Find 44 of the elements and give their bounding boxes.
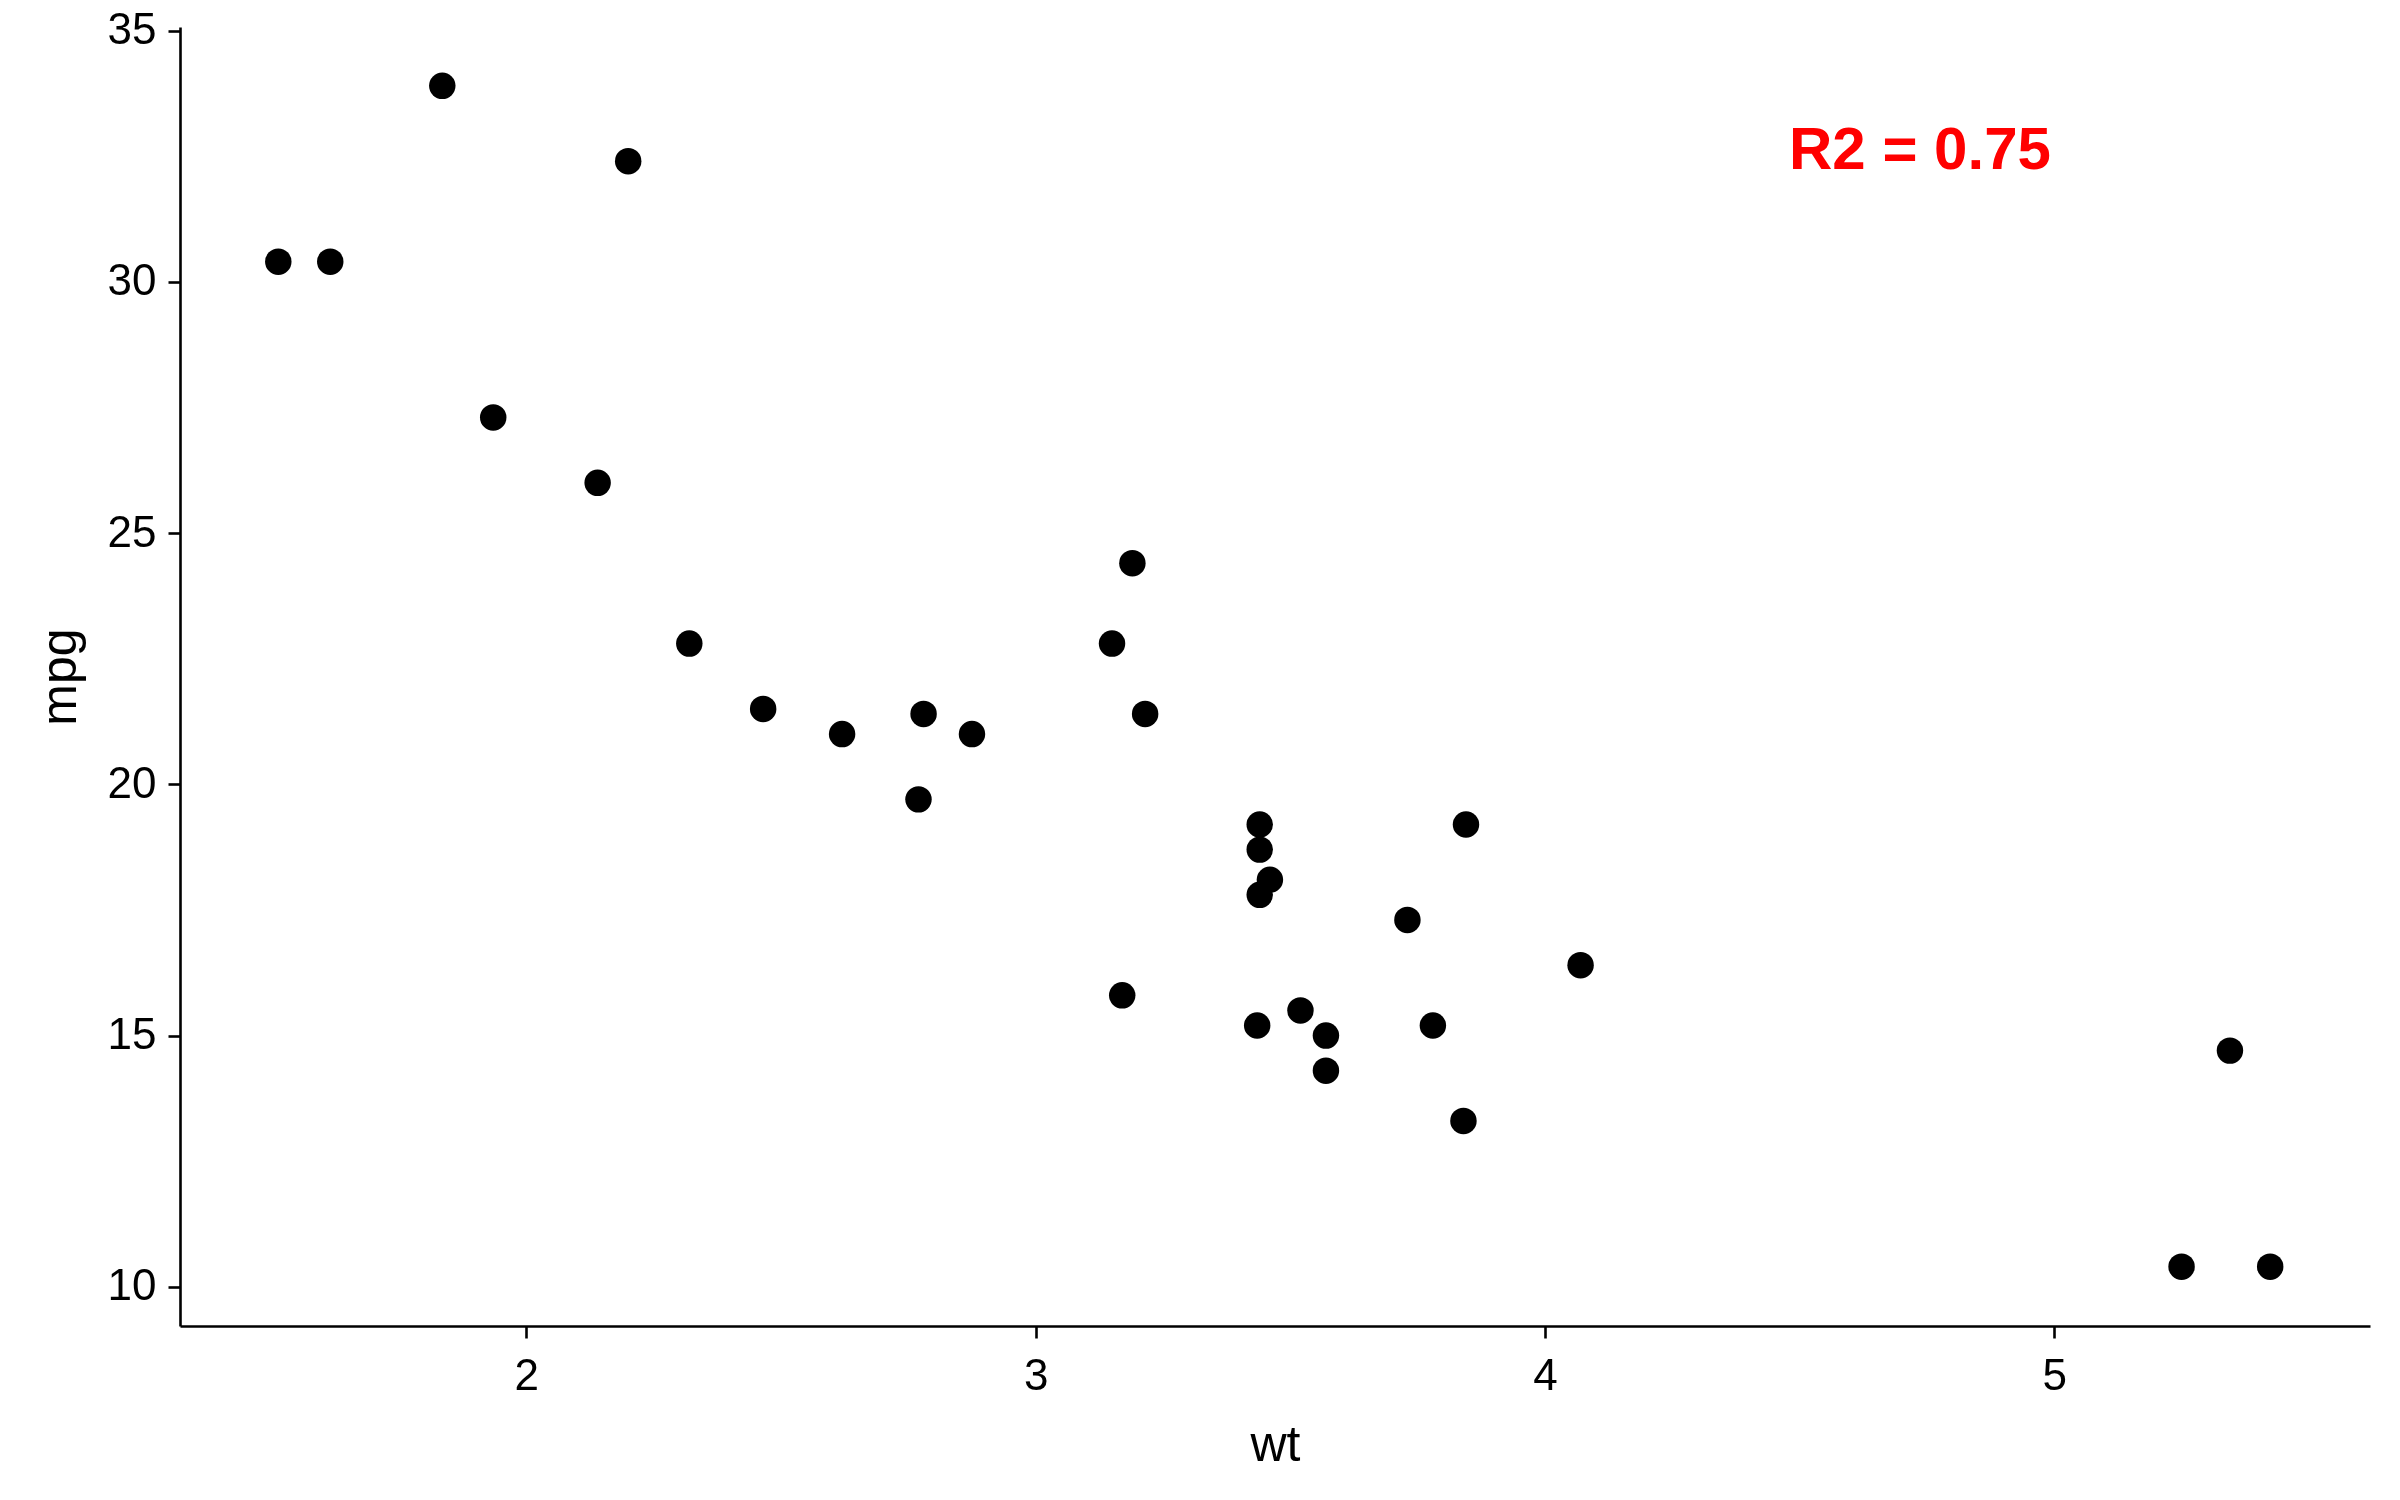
point <box>1243 1012 1271 1039</box>
y-tick-label: 25 <box>107 506 157 556</box>
y-axis-title: mpg <box>30 628 87 726</box>
point <box>1452 811 1480 838</box>
x-tick-label: 4 <box>1533 1349 1558 1399</box>
x-tick-label: 3 <box>1023 1349 1049 1399</box>
x-tick-label: 2 <box>514 1349 540 1399</box>
point <box>1119 549 1146 577</box>
point <box>2168 1253 2195 1280</box>
point <box>1394 906 1421 934</box>
x-axis-title: wt <box>1249 1415 1301 1472</box>
x-tick-label: 5 <box>2042 1349 2067 1399</box>
y-tick-label: 15 <box>107 1009 157 1059</box>
point <box>1098 630 1126 657</box>
point <box>614 147 642 175</box>
point <box>1287 997 1314 1024</box>
point <box>749 695 777 723</box>
point <box>828 720 856 748</box>
point <box>584 469 611 496</box>
y-tick-label: 20 <box>107 757 157 807</box>
point <box>1450 1107 1477 1135</box>
point <box>1246 881 1273 909</box>
point <box>1131 700 1159 728</box>
point <box>2256 1253 2284 1280</box>
point <box>905 786 932 813</box>
point <box>429 72 456 99</box>
point <box>1108 982 1136 1009</box>
annotation: R2 = 0.75 <box>1789 115 2051 183</box>
point <box>317 248 344 275</box>
point <box>265 248 292 275</box>
point <box>958 720 986 748</box>
y-tick-label: 30 <box>107 255 157 305</box>
point <box>1312 1022 1340 1049</box>
point <box>2216 1037 2244 1064</box>
point <box>1246 811 1273 838</box>
y-tick-label: 35 <box>107 4 157 54</box>
point <box>676 630 703 657</box>
point <box>1246 836 1273 863</box>
point <box>1419 1012 1447 1039</box>
y-tick-label: 10 <box>107 1260 157 1310</box>
point <box>479 404 507 431</box>
point <box>910 700 937 728</box>
point <box>1312 1057 1340 1084</box>
point <box>1567 951 1594 979</box>
